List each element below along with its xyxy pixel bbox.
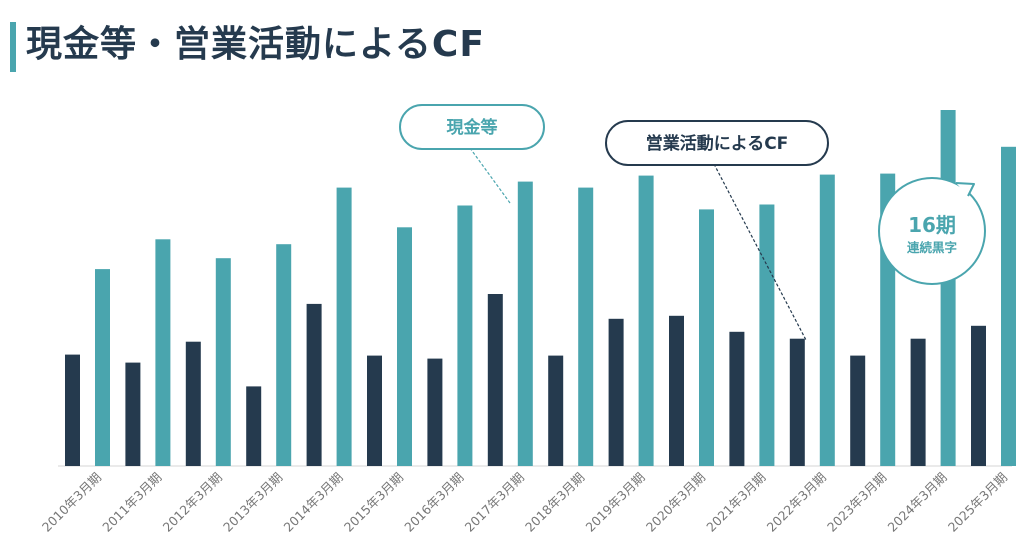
bar-operating-cf: [729, 331, 745, 467]
x-tick-label: 2025年3月期: [945, 470, 1010, 535]
bar-operating-cf: [427, 358, 443, 466]
operating-cf-callout: 営業活動によるCF: [605, 120, 829, 166]
x-tick-label: 2021年3月期: [703, 470, 768, 535]
bar-cash: [699, 209, 714, 466]
bar-operating-cf: [367, 355, 382, 466]
bar-operating-cf: [125, 362, 141, 466]
bar-cash: [457, 205, 473, 466]
operating-cf-callout-leader: [713, 163, 807, 341]
x-tick-label: 2023年3月期: [824, 470, 889, 535]
bar-cash: [336, 187, 352, 466]
x-tick-label: 2014年3月期: [280, 470, 345, 535]
x-tick-label: 2022年3月期: [764, 470, 829, 535]
bar-cash: [1001, 146, 1016, 467]
operating-cf-callout-box: [605, 120, 829, 166]
bar-operating-cf: [246, 386, 262, 466]
streak-badge-circle: [878, 177, 986, 285]
page-title: 現金等・営業活動によるCF: [26, 24, 485, 65]
x-tick-label: 2018年3月期: [522, 470, 587, 535]
x-tick-label: 2017年3月期: [462, 470, 527, 535]
bar-operating-cf: [185, 341, 201, 466]
bar-operating-cf: [65, 354, 80, 466]
bar-cash: [759, 204, 775, 466]
title-accent-bar: [10, 22, 16, 72]
streak-badge-number: 16期: [908, 213, 956, 237]
operating-cf-callout-label: 営業活動によるCF: [646, 133, 789, 154]
bar-cash: [517, 181, 533, 466]
bar-operating-cf: [306, 303, 322, 466]
cash-callout-label: 現金等: [447, 117, 498, 138]
bar-cash: [276, 244, 292, 466]
x-tick-label: 2013年3月期: [220, 470, 285, 535]
bar-cash: [95, 269, 110, 466]
bar-operating-cf: [669, 315, 684, 466]
x-tick-label: 2019年3月期: [582, 470, 647, 535]
bar-cash: [578, 187, 594, 466]
bar-cash: [638, 175, 654, 466]
bar-cash: [819, 174, 835, 466]
bar-cash: [155, 239, 171, 466]
bar-operating-cf: [608, 318, 624, 466]
bar-operating-cf: [487, 294, 503, 466]
bar-operating-cf: [910, 338, 926, 466]
x-tick-label: 2020年3月期: [643, 470, 708, 535]
bar-cash: [940, 110, 956, 466]
x-tick-label: 2012年3月期: [160, 470, 225, 535]
bar-operating-cf: [971, 325, 986, 466]
x-tick-label: 2015年3月期: [341, 470, 406, 535]
x-tick-label: 2010年3月期: [39, 470, 104, 535]
cash-callout: 現金等: [399, 104, 545, 150]
bar-operating-cf: [789, 338, 805, 466]
x-tick-label: 2016年3月期: [401, 470, 466, 535]
bar-cash: [397, 227, 412, 466]
bar-operating-cf: [850, 355, 866, 466]
cash-callout-leader: [469, 147, 511, 204]
bar-operating-cf: [548, 355, 564, 466]
x-tick-label: 2011年3月期: [99, 470, 164, 535]
streak-badge-tail: [955, 182, 975, 197]
cash-callout-box: [399, 104, 545, 150]
streak-badge-text: 連続黒字: [907, 240, 957, 255]
bar-cash: [215, 258, 231, 466]
x-tick-label: 2024年3月期: [884, 470, 949, 535]
streak-badge: 16期 連続黒字: [878, 177, 986, 285]
